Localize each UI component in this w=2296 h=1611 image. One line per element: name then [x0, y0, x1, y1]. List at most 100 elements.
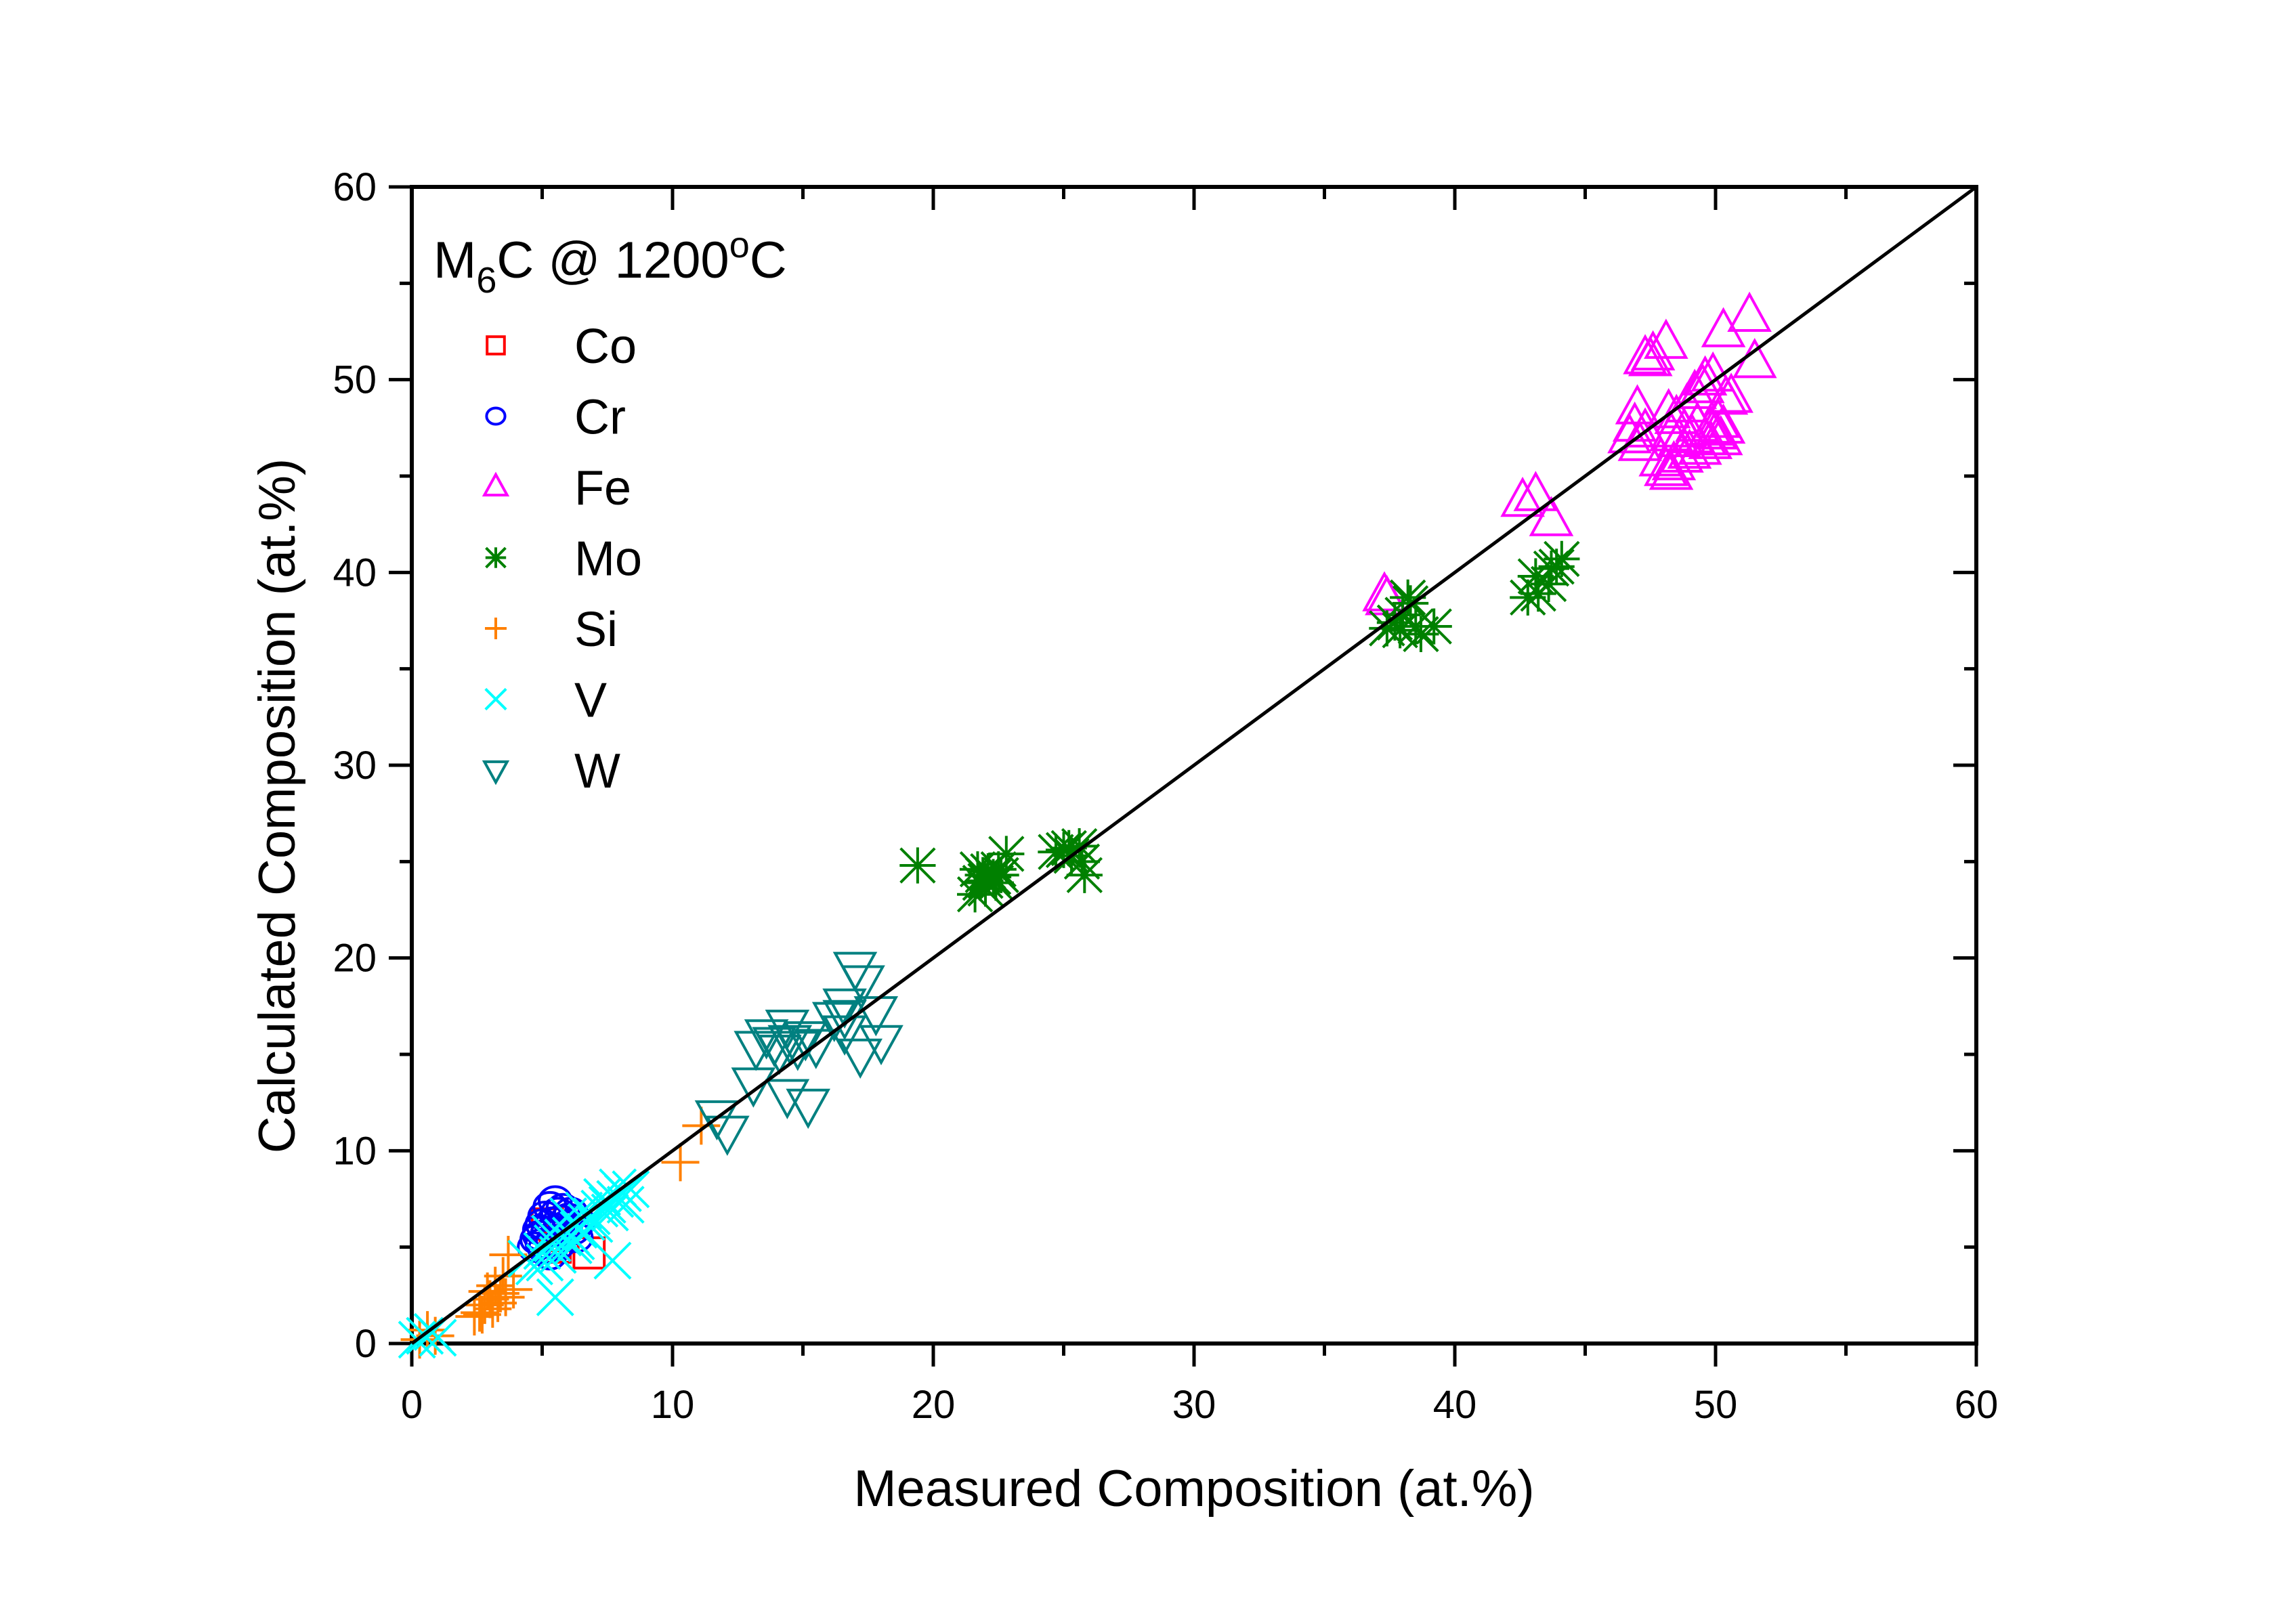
- legend-item-v: V: [484, 674, 607, 728]
- legend: M6C @ 1200oC Co Cr Fe Mo Si VW: [433, 225, 787, 798]
- legend-marker-co: [486, 335, 506, 356]
- data-point-fe: [1513, 471, 1558, 511]
- data-point-w: [859, 1025, 903, 1066]
- data-point-w: [838, 1038, 883, 1079]
- y-tick-label: 10: [333, 1129, 377, 1173]
- data-point-mo: [1382, 612, 1418, 649]
- data-point-v: [588, 1186, 626, 1224]
- data-point-si: [661, 1143, 700, 1182]
- data-point-si: [682, 1107, 721, 1145]
- legend-label: W: [574, 744, 620, 798]
- legend-label: Fe: [574, 461, 631, 515]
- data-points: [398, 291, 1777, 1359]
- x-tick-label: 0: [401, 1383, 423, 1427]
- data-point-w: [841, 965, 885, 1006]
- legend-label: Mo: [574, 532, 642, 586]
- data-point-fe: [1701, 403, 1746, 444]
- legend-title-main: M: [433, 232, 476, 289]
- data-point-w: [786, 1088, 830, 1130]
- data-point-mo: [983, 857, 1019, 893]
- legend-title: M6C @ 1200oC: [433, 225, 787, 301]
- data-point-fe: [1727, 291, 1772, 332]
- y-tick-label: 40: [333, 551, 377, 595]
- legend-item-w: W: [482, 744, 620, 798]
- data-point-v: [536, 1278, 574, 1316]
- legend-label: Si: [574, 603, 618, 657]
- data-point-fe: [1693, 409, 1738, 450]
- legend-marker-si: [485, 618, 507, 639]
- data-point-v: [565, 1191, 603, 1230]
- legend-title-end: C: [750, 232, 787, 289]
- series-fe: [1362, 291, 1777, 616]
- data-point-mo: [1038, 834, 1074, 870]
- legend-item-co: Co: [486, 320, 637, 374]
- legend-item-si: Si: [485, 603, 618, 657]
- data-point-w: [731, 1067, 776, 1108]
- data-point-fe: [1628, 336, 1673, 377]
- data-point-v: [419, 1318, 457, 1357]
- x-tick-label: 30: [1172, 1383, 1216, 1427]
- data-point-fe: [1651, 439, 1697, 481]
- data-point-w: [765, 1079, 810, 1119]
- legend-marker-fe: [482, 471, 510, 497]
- data-point-w: [822, 988, 867, 1029]
- x-tick-label: 40: [1433, 1383, 1477, 1427]
- data-point-mo: [1390, 579, 1426, 616]
- reference-line-y-equals-x: [410, 185, 1978, 1346]
- y-tick-label: 30: [333, 744, 377, 788]
- legend-items: Co Cr Fe Mo Si VW: [482, 320, 642, 798]
- series-v: [398, 1168, 650, 1359]
- legend-label: V: [574, 674, 607, 728]
- legend-title-degree: o: [729, 225, 750, 265]
- data-point-mo: [899, 847, 936, 884]
- data-point-w: [793, 1029, 838, 1069]
- data-point-fe: [1638, 436, 1683, 477]
- y-axis-title: Calculated Composition (at.%): [249, 458, 306, 1153]
- legend-title-subscript: 6: [476, 260, 496, 301]
- y-tick-label: 0: [355, 1322, 377, 1366]
- data-point-mo: [1416, 608, 1452, 645]
- data-point-fe: [1682, 355, 1728, 395]
- x-tick-label: 50: [1694, 1383, 1738, 1427]
- y-tick-label: 60: [333, 165, 377, 209]
- legend-marker-w: [482, 760, 510, 786]
- data-point-w: [705, 1115, 750, 1156]
- y-tick-label: 50: [333, 358, 377, 402]
- legend-label: Cr: [574, 391, 626, 445]
- data-point-fe: [1623, 334, 1667, 374]
- legend-item-mo: Mo: [485, 532, 642, 586]
- legend-item-cr: Cr: [485, 391, 626, 445]
- data-point-v: [612, 1170, 650, 1209]
- data-point-fe: [1657, 416, 1701, 458]
- axis-ticks: [389, 185, 1978, 1367]
- legend-marker-mo: [485, 546, 507, 569]
- data-point-fe: [1529, 496, 1574, 536]
- x-axis-title: Measured Composition (at.%): [853, 1460, 1534, 1518]
- data-point-w: [822, 1000, 867, 1041]
- data-point-si: [479, 1284, 517, 1323]
- data-point-mo: [1533, 550, 1570, 587]
- data-point-fe: [1701, 307, 1746, 347]
- x-tick-label: 60: [1955, 1383, 1999, 1427]
- data-point-v: [531, 1214, 570, 1253]
- data-point-w: [694, 1100, 740, 1141]
- data-point-v: [515, 1247, 553, 1286]
- legend-marker-v: [484, 687, 507, 711]
- data-point-fe: [1649, 450, 1694, 490]
- series-w: [694, 951, 903, 1156]
- y-tick-label: 20: [333, 937, 377, 981]
- data-point-w: [767, 1025, 813, 1066]
- legend-marker-cr: [485, 406, 507, 426]
- data-point-fe: [1682, 414, 1728, 456]
- data-point-si: [486, 1278, 525, 1316]
- legend-item-fe: Fe: [482, 461, 631, 515]
- legend-label: Co: [574, 320, 637, 374]
- legend-title-rest: C @ 1200: [496, 232, 729, 289]
- x-tick-label: 20: [912, 1383, 956, 1427]
- x-tick-label: 10: [651, 1383, 695, 1427]
- axis-tick-labels: 0 10 20 30 40 50 60 0 10 20 30 40 50 60: [333, 165, 1998, 1427]
- series-mo: [899, 540, 1580, 913]
- data-point-fe: [1500, 476, 1545, 517]
